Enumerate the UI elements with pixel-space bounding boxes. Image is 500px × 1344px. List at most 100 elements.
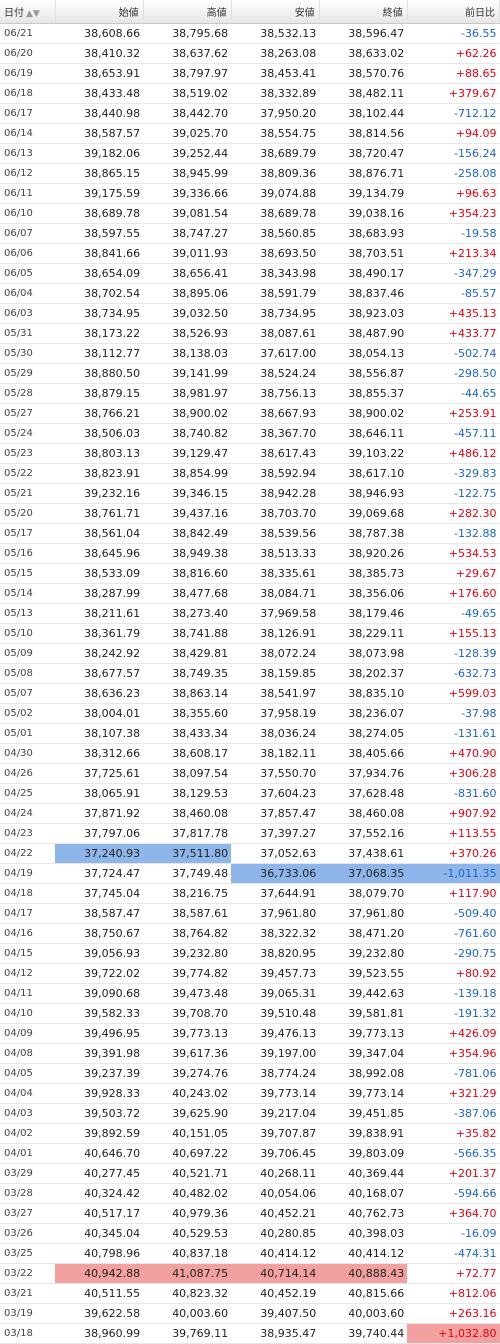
column-header-date-label: 日付 bbox=[4, 8, 24, 19]
low-cell: 38,541.97 bbox=[231, 683, 320, 704]
date-cell: 06/06 bbox=[0, 243, 56, 264]
table-row: 03/29 40,277.45 40,521.71 40,268.11 40,369.4… bbox=[0, 1163, 500, 1184]
open-cell: 37,745.04 bbox=[55, 883, 144, 904]
table-row: 03/22 40,942.88 41,087.75 40,714.14 40,888.4… bbox=[0, 1263, 500, 1284]
high-cell: 38,138.03 bbox=[143, 343, 232, 364]
table-row: 06/07 38,597.55 38,747.27 38,560.85 38,683.9… bbox=[0, 223, 500, 244]
change-cell: -49.65 bbox=[407, 603, 500, 624]
table-row: 06/05 38,654.09 38,656.41 38,343.98 38,490.1… bbox=[0, 263, 500, 284]
change-cell: -290.75 bbox=[407, 943, 500, 964]
close-cell: 38,596.47 bbox=[319, 23, 408, 44]
close-cell: 39,347.04 bbox=[319, 1043, 408, 1064]
open-cell: 37,240.93 bbox=[55, 843, 144, 864]
table-row: 05/31 38,173.22 38,526.93 38,087.61 38,487.9… bbox=[0, 323, 500, 344]
open-cell: 38,211.61 bbox=[55, 603, 144, 624]
low-cell: 40,452.21 bbox=[231, 1203, 320, 1224]
close-cell: 39,134.79 bbox=[319, 183, 408, 204]
close-cell: 38,356.06 bbox=[319, 583, 408, 604]
close-cell: 38,229.11 bbox=[319, 623, 408, 644]
table-row: 05/08 38,677.57 38,749.35 38,159.85 38,202.3… bbox=[0, 663, 500, 684]
change-cell: +354.96 bbox=[407, 1043, 500, 1064]
change-cell: +534.53 bbox=[407, 543, 500, 564]
table-row: 04/15 39,056.93 39,232.80 38,820.95 39,232.8… bbox=[0, 943, 500, 964]
low-cell: 38,554.75 bbox=[231, 123, 320, 144]
change-cell: -781.06 bbox=[407, 1063, 500, 1084]
column-header-change[interactable]: 前日比 bbox=[407, 0, 500, 24]
high-cell: 39,437.16 bbox=[143, 503, 232, 524]
table-row: 04/30 38,312.66 38,608.17 38,182.11 38,405.6… bbox=[0, 743, 500, 764]
open-cell: 39,503.72 bbox=[55, 1103, 144, 1124]
close-cell: 38,617.10 bbox=[319, 463, 408, 484]
sort-arrows-icon[interactable]: ▲▼ bbox=[26, 9, 40, 19]
date-cell: 06/05 bbox=[0, 263, 56, 284]
date-cell: 05/14 bbox=[0, 583, 56, 604]
table-row: 05/14 38,287.99 38,477.68 38,084.71 38,356.0… bbox=[0, 583, 500, 604]
high-cell: 40,979.36 bbox=[143, 1203, 232, 1224]
low-cell: 40,414.12 bbox=[231, 1243, 320, 1264]
change-cell: +599.03 bbox=[407, 683, 500, 704]
table-row: 05/09 38,242.92 38,429.81 38,072.24 38,073.9… bbox=[0, 643, 500, 664]
open-cell: 38,410.32 bbox=[55, 43, 144, 64]
open-cell: 38,004.01 bbox=[55, 703, 144, 724]
close-cell: 37,628.48 bbox=[319, 783, 408, 804]
date-cell: 06/11 bbox=[0, 183, 56, 204]
low-cell: 38,084.71 bbox=[231, 583, 320, 604]
close-cell: 38,073.98 bbox=[319, 643, 408, 664]
change-cell: +80.92 bbox=[407, 963, 500, 984]
low-cell: 37,857.47 bbox=[231, 803, 320, 824]
high-cell: 39,625.90 bbox=[143, 1103, 232, 1124]
table-row: 06/21 38,608.66 38,795.68 38,532.13 38,596.4… bbox=[0, 23, 500, 44]
low-cell: 37,961.80 bbox=[231, 903, 320, 924]
low-cell: 39,065.31 bbox=[231, 983, 320, 1004]
open-cell: 40,942.88 bbox=[55, 1263, 144, 1284]
high-cell: 38,740.82 bbox=[143, 423, 232, 444]
table-row: 03/26 40,345.04 40,529.53 40,280.85 40,398.0… bbox=[0, 1223, 500, 1244]
table-row: 04/01 40,646.70 40,697.22 39,706.45 39,803.0… bbox=[0, 1143, 500, 1164]
date-cell: 04/05 bbox=[0, 1063, 56, 1084]
low-cell: 38,524.24 bbox=[231, 363, 320, 384]
low-cell: 38,263.08 bbox=[231, 43, 320, 64]
high-cell: 40,243.02 bbox=[143, 1083, 232, 1104]
low-cell: 36,733.06 bbox=[231, 863, 320, 884]
close-cell: 38,405.66 bbox=[319, 743, 408, 764]
column-header-open[interactable]: 始値 bbox=[55, 0, 144, 24]
low-cell: 38,159.85 bbox=[231, 663, 320, 684]
table-row: 05/01 38,107.38 38,433.34 38,036.24 38,274.0… bbox=[0, 723, 500, 744]
low-cell: 38,513.33 bbox=[231, 543, 320, 564]
high-cell: 38,795.68 bbox=[143, 23, 232, 44]
table-row: 05/30 38,112.77 38,138.03 37,617.00 38,054.1… bbox=[0, 343, 500, 364]
close-cell: 38,179.46 bbox=[319, 603, 408, 624]
column-header-high[interactable]: 高値 bbox=[143, 0, 232, 24]
change-cell: -761.60 bbox=[407, 923, 500, 944]
high-cell: 39,769.11 bbox=[143, 1323, 232, 1344]
column-header-close[interactable]: 終値 bbox=[319, 0, 408, 24]
low-cell: 37,617.00 bbox=[231, 343, 320, 364]
header-row: 日付 ▲▼ 始値 高値 安値 終値 前日比 bbox=[0, 0, 500, 24]
date-cell: 06/12 bbox=[0, 163, 56, 184]
table-row: 06/04 38,702.54 38,895.06 38,591.79 38,837.4… bbox=[0, 283, 500, 304]
table-row: 05/07 38,636.23 38,863.14 38,541.97 38,835.1… bbox=[0, 683, 500, 704]
high-cell: 38,273.40 bbox=[143, 603, 232, 624]
high-cell: 40,837.18 bbox=[143, 1243, 232, 1264]
close-cell: 38,946.93 bbox=[319, 483, 408, 504]
date-cell: 03/28 bbox=[0, 1183, 56, 1204]
high-cell: 39,011.93 bbox=[143, 243, 232, 264]
date-cell: 06/10 bbox=[0, 203, 56, 224]
change-cell: +426.09 bbox=[407, 1023, 500, 1044]
close-cell: 37,934.76 bbox=[319, 763, 408, 784]
column-header-low[interactable]: 安値 bbox=[231, 0, 320, 24]
column-header-date[interactable]: 日付 ▲▼ bbox=[0, 0, 56, 24]
table-row: 04/09 39,496.95 39,773.13 39,476.13 39,773.1… bbox=[0, 1023, 500, 1044]
close-cell: 38,923.03 bbox=[319, 303, 408, 324]
date-cell: 06/07 bbox=[0, 223, 56, 244]
table-row: 05/16 38,645.96 38,949.38 38,513.33 38,920.2… bbox=[0, 543, 500, 564]
change-cell: -44.65 bbox=[407, 383, 500, 404]
open-cell: 38,433.48 bbox=[55, 83, 144, 104]
open-cell: 38,065.91 bbox=[55, 783, 144, 804]
low-cell: 39,706.45 bbox=[231, 1143, 320, 1164]
date-cell: 05/01 bbox=[0, 723, 56, 744]
high-cell: 41,087.75 bbox=[143, 1263, 232, 1284]
change-cell: -632.73 bbox=[407, 663, 500, 684]
change-cell: -16.09 bbox=[407, 1223, 500, 1244]
date-cell: 05/08 bbox=[0, 663, 56, 684]
